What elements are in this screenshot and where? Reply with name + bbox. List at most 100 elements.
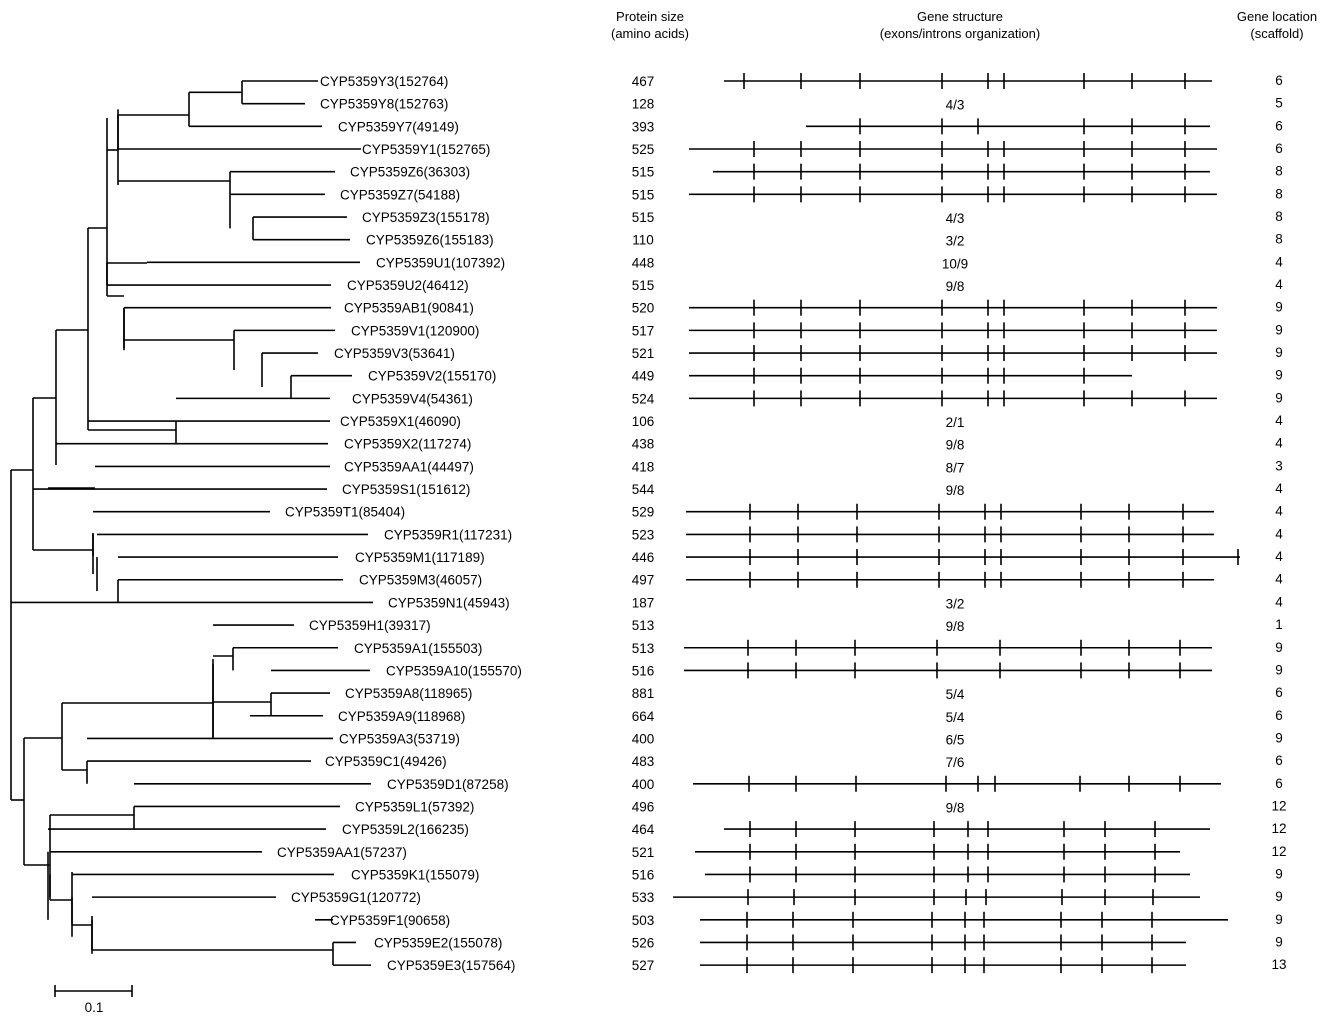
protein-size-value: 106 [632,414,655,429]
gene-location-value: 6 [1275,118,1283,133]
gene-row: CYP5359A8(118965) 881 6 5/4 [345,685,1283,702]
gene-name-label: CYP5359AB1(90841) [344,301,474,316]
gene-location-value: 9 [1275,662,1283,677]
protein-size-value: 497 [632,573,655,588]
protein-size-value: 418 [632,459,655,474]
protein-size-value: 513 [632,618,655,633]
protein-size-header-line2: (amino acids) [610,26,690,41]
exon-intron-count: 3/2 [946,596,965,611]
exon-intron-count: 6/5 [946,732,965,747]
gene-location-value: 6 [1275,753,1283,768]
gene-location-value: 12 [1271,821,1286,836]
gene-location-value: 4 [1275,413,1283,428]
protein-size-value: 520 [632,301,655,316]
gene-row: CYP5359U1(107392) 448 4 10/9 [376,254,1283,271]
gene-name-label: CYP5359D1(87258) [387,777,509,792]
protein-size-value: 881 [632,686,655,701]
gene-row: CYP5359X1(46090) 106 4 2/1 [340,413,1283,430]
gene-row: CYP5359T1(85404) 529 4 [285,504,1283,520]
protein-size-value: 467 [632,74,655,89]
gene-structure-diagram [700,934,1186,951]
gene-location-value: 9 [1275,368,1283,383]
gene-row: CYP5359K1(155079) 516 9 [351,866,1283,883]
gene-structure-diagram [806,118,1210,135]
protein-size-value: 544 [632,482,655,497]
protein-size-value: 533 [632,890,655,905]
protein-size-value: 438 [632,437,655,452]
protein-size-value: 449 [632,369,655,384]
gene-name-label: CYP5359A10(155570) [386,663,522,678]
protein-size-value: 529 [632,505,655,520]
gene-structure-diagram [673,889,1200,906]
gene-structure-diagram [686,549,1240,566]
gene-structure-diagram [700,911,1228,928]
gene-location-value: 12 [1271,844,1286,859]
protein-size-value: 527 [632,958,655,973]
gene-location-value: 6 [1275,141,1283,156]
exon-intron-count: 5/4 [946,687,965,702]
gene-row: CYP5359V4(54361) 524 9 [352,390,1283,407]
exon-intron-count: 8/7 [946,460,965,475]
gene-structure-header: Gene structure (exons/introns organizati… [840,8,1080,42]
gene-name-label: CYP5359X2(117274) [344,437,471,452]
gene-name-label: CYP5359V1(120900) [351,323,479,338]
gene-name-label: CYP5359L2(166235) [342,822,469,837]
scale-bar: 0.1 [54,985,133,1015]
protein-size-value: 517 [632,323,655,338]
gene-name-label: CYP5359AA1(44497) [344,459,474,474]
gene-location-value: 4 [1275,572,1283,587]
exon-intron-count: 7/6 [946,755,965,770]
gene-structure-diagram [689,345,1217,362]
protein-size-value: 516 [632,663,655,678]
exon-intron-count: 4/3 [946,98,965,113]
gene-row: CYP5359Y3(152764) 467 6 [320,73,1283,89]
gene-name-label: CYP5359Y7(49149) [338,119,459,134]
protein-size-value: 128 [632,97,655,112]
gene-row: CYP5359M1(117189) 446 4 [355,549,1283,566]
gene-row: CYP5359L1(57392) 496 12 9/8 [355,798,1287,815]
gene-row: CYP5359H1(39317) 513 1 9/8 [309,617,1283,634]
gene-location-value: 13 [1271,957,1286,972]
gene-name-label: CYP5359AA1(57237) [277,845,407,860]
exon-intron-count: 9/8 [946,619,965,634]
protein-size-value: 513 [632,641,655,656]
gene-location-value: 4 [1275,504,1283,519]
gene-structure-diagram [713,163,1210,180]
gene-name-label: CYP5359A1(155503) [354,641,482,656]
gene-structure-diagram [705,866,1190,883]
gene-row: CYP5359E3(157564) 527 13 [387,957,1287,974]
gene-name-label: CYP5359T1(85404) [285,505,405,520]
protein-size-value: 187 [632,595,655,610]
phylogenetic-tree [10,80,373,966]
protein-size-value: 496 [632,799,655,814]
gene-name-label: CYP5359M1(117189) [355,550,485,565]
gene-location-value: 4 [1275,549,1283,564]
gene-name-label: CYP5359Z6(36303) [350,165,470,180]
gene-name-label: CYP5359Y3(152764) [320,74,448,89]
gene-location-value: 4 [1275,254,1283,269]
gene-row: CYP5359Y1(152765) 525 6 [362,141,1283,158]
gene-name-label: CYP5359U2(46412) [347,278,469,293]
gene-location-value: 6 [1275,685,1283,700]
gene-location-value: 9 [1275,934,1283,949]
gene-location-value: 9 [1275,866,1283,881]
protein-size-value: 521 [632,346,655,361]
protein-size-value: 515 [632,278,655,293]
protein-size-header: Protein size (amino acids) [590,8,710,42]
exon-intron-count: 9/8 [946,483,965,498]
gene-row: CYP5359N1(45943) 187 4 3/2 [388,594,1283,611]
gene-location-value: 8 [1275,186,1283,201]
protein-size-header-line1: Protein size [616,9,684,24]
gene-name-label: CYP5359Y8(152763) [320,97,448,112]
protein-size-value: 526 [632,935,655,950]
gene-name-label: CYP5359N1(45943) [388,595,510,610]
protein-size-value: 400 [632,731,655,746]
protein-size-value: 446 [632,550,655,565]
gene-name-label: CYP5359E3(157564) [387,958,515,973]
gene-row: CYP5359R1(117231) 523 4 [384,526,1283,543]
gene-location-value: 9 [1275,322,1283,337]
gene-row: CYP5359AB1(90841) 520 9 [344,299,1283,316]
protein-size-value: 110 [632,233,654,248]
gene-location-value: 9 [1275,730,1283,745]
